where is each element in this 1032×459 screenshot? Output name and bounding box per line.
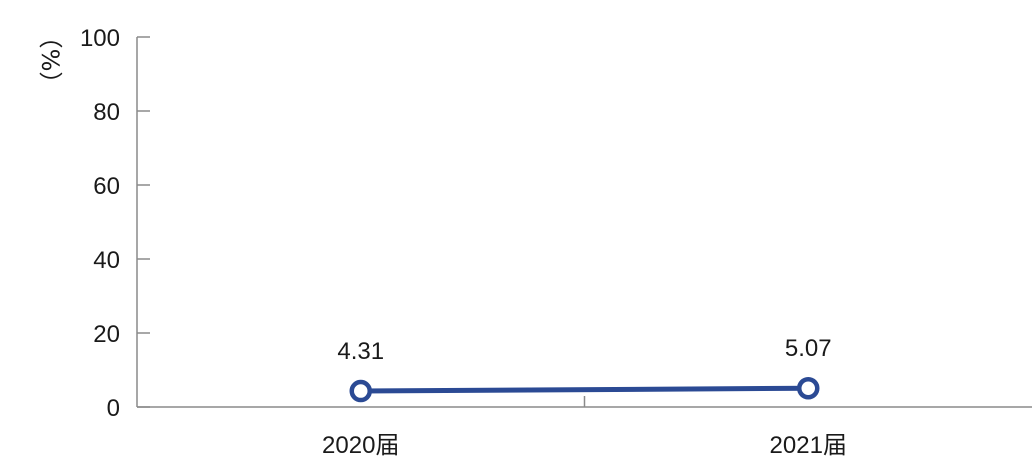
- series-layer: 4.31 5.07: [337, 335, 832, 403]
- y-tick-label: 0: [107, 395, 120, 422]
- y-axis-unit-label: （%）: [36, 25, 64, 96]
- y-tick-label: 60: [93, 173, 120, 200]
- y-axis-ticks: 0 20 40 60 80 100: [80, 25, 150, 422]
- x-axis-ticks: 2020届 2021届: [322, 396, 847, 459]
- data-label: 5.07: [785, 335, 832, 362]
- x-tick-label: 2021届: [770, 432, 847, 459]
- data-point-marker: [797, 376, 820, 400]
- data-label: 4.31: [337, 338, 384, 365]
- y-tick-label: 80: [93, 99, 120, 126]
- y-tick-label: 100: [80, 25, 120, 52]
- series-line: [358, 385, 811, 394]
- y-tick-label: 40: [93, 247, 120, 274]
- data-point-marker: [349, 379, 372, 403]
- y-tick-label: 20: [93, 321, 120, 348]
- x-tick-label: 2020届: [322, 432, 399, 459]
